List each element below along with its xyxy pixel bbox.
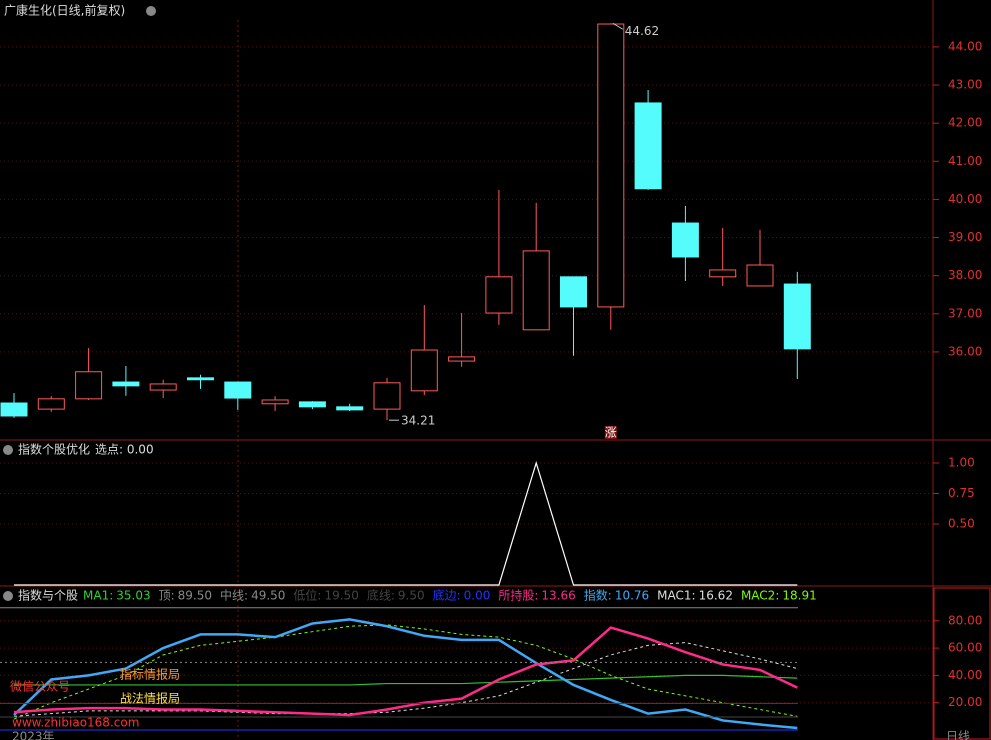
candle-body xyxy=(709,269,737,278)
legend-value: 10.76 xyxy=(615,589,649,603)
candle-body xyxy=(112,381,140,387)
candle-body xyxy=(783,283,811,350)
series-line xyxy=(13,642,798,717)
series-line xyxy=(13,624,798,720)
y-tick-label: 40.00 xyxy=(948,668,982,682)
legend-name: 低位: xyxy=(293,588,321,603)
candle-body xyxy=(187,377,214,381)
legend-value: 0.00 xyxy=(464,589,491,603)
legend-value: 16.62 xyxy=(699,589,733,603)
series-line xyxy=(13,618,798,730)
candle-body xyxy=(298,401,326,408)
watermark: 指标情报局 xyxy=(120,667,180,682)
candle-body xyxy=(634,102,662,190)
legend-name: MAC1: xyxy=(657,589,695,603)
y-tick-label: 42.00 xyxy=(948,116,982,130)
axis-box xyxy=(933,587,991,740)
legend-name: 所持股: xyxy=(498,588,538,603)
candle-body xyxy=(597,23,625,308)
candle-body xyxy=(448,356,476,362)
mark-box xyxy=(604,426,617,439)
legend-name: 指数: xyxy=(584,588,612,603)
y-tick-label: 60.00 xyxy=(948,641,982,655)
candle-body xyxy=(336,406,364,411)
legend-value: 89.50 xyxy=(178,589,212,603)
legend-value: 9.50 xyxy=(398,589,425,603)
legend-value: 13.66 xyxy=(541,589,575,603)
legend-value: 19.50 xyxy=(324,589,358,603)
candle-body xyxy=(746,264,774,287)
y-tick-label: 39.00 xyxy=(948,230,982,244)
period-label: 日线 xyxy=(946,730,970,740)
price-annotation: 44.62 xyxy=(625,24,659,38)
chart-title: 广康生化(日线,前复权) xyxy=(4,3,125,18)
candle-body xyxy=(261,399,289,405)
candle-body xyxy=(410,349,438,392)
y-tick-label: 20.00 xyxy=(948,695,982,709)
legend-value: 18.91 xyxy=(782,589,816,603)
panel-title: 指数个股优化 xyxy=(18,442,90,457)
panel-title: 指数与个股 xyxy=(18,588,78,603)
y-tick-label: 43.00 xyxy=(948,78,982,92)
legend-name: MAC2: xyxy=(741,589,779,603)
collapse-icon[interactable] xyxy=(146,6,156,16)
y-tick-label: 37.00 xyxy=(948,306,982,320)
candle-body xyxy=(149,383,177,391)
candle-body xyxy=(373,382,401,410)
candle-body xyxy=(560,276,587,308)
y-tick-label: 36.00 xyxy=(948,344,982,358)
y-tick-label: 80.00 xyxy=(948,613,982,627)
series-line xyxy=(13,626,798,717)
y-tick-label: 38.00 xyxy=(948,268,982,282)
legend-name: 底边: xyxy=(433,588,461,603)
legend-name: 底线: xyxy=(367,588,395,603)
y-tick-label: 0.75 xyxy=(948,486,975,500)
candle-body xyxy=(522,250,550,331)
candle-body xyxy=(0,402,28,417)
candle-body xyxy=(75,371,103,400)
y-tick-label: 41.00 xyxy=(948,154,982,168)
candle-body xyxy=(671,222,699,258)
watermark: www.zhibiao168.com xyxy=(12,716,139,730)
x-label: 2023年 xyxy=(12,730,55,740)
legend-name: 中线: xyxy=(220,588,248,603)
watermark: 微信公众号 xyxy=(10,680,70,694)
collapse-icon[interactable] xyxy=(3,445,13,455)
y-tick-label: 1.00 xyxy=(948,455,975,469)
price-annotation: 34.21 xyxy=(401,414,435,428)
panel-status: 选点: 0.00 xyxy=(95,443,154,457)
legend-value: 35.03 xyxy=(116,589,150,603)
legend-name: MA1: xyxy=(83,589,113,603)
candle-body xyxy=(224,381,252,399)
series-line xyxy=(14,674,798,686)
legend-name: 顶: xyxy=(159,589,175,603)
watermark: 战法情报局 xyxy=(120,691,180,706)
series-line xyxy=(14,460,798,586)
candle-body xyxy=(485,276,513,314)
annotation-arrow xyxy=(612,22,624,30)
y-tick-label: 0.50 xyxy=(948,516,975,530)
candle-body xyxy=(37,398,65,410)
mark-text: 涨 xyxy=(605,425,617,440)
y-tick-label: 40.00 xyxy=(948,192,982,206)
y-tick-label: 44.00 xyxy=(948,39,982,53)
legend-value: 49.50 xyxy=(251,589,285,603)
collapse-icon[interactable] xyxy=(3,591,13,601)
